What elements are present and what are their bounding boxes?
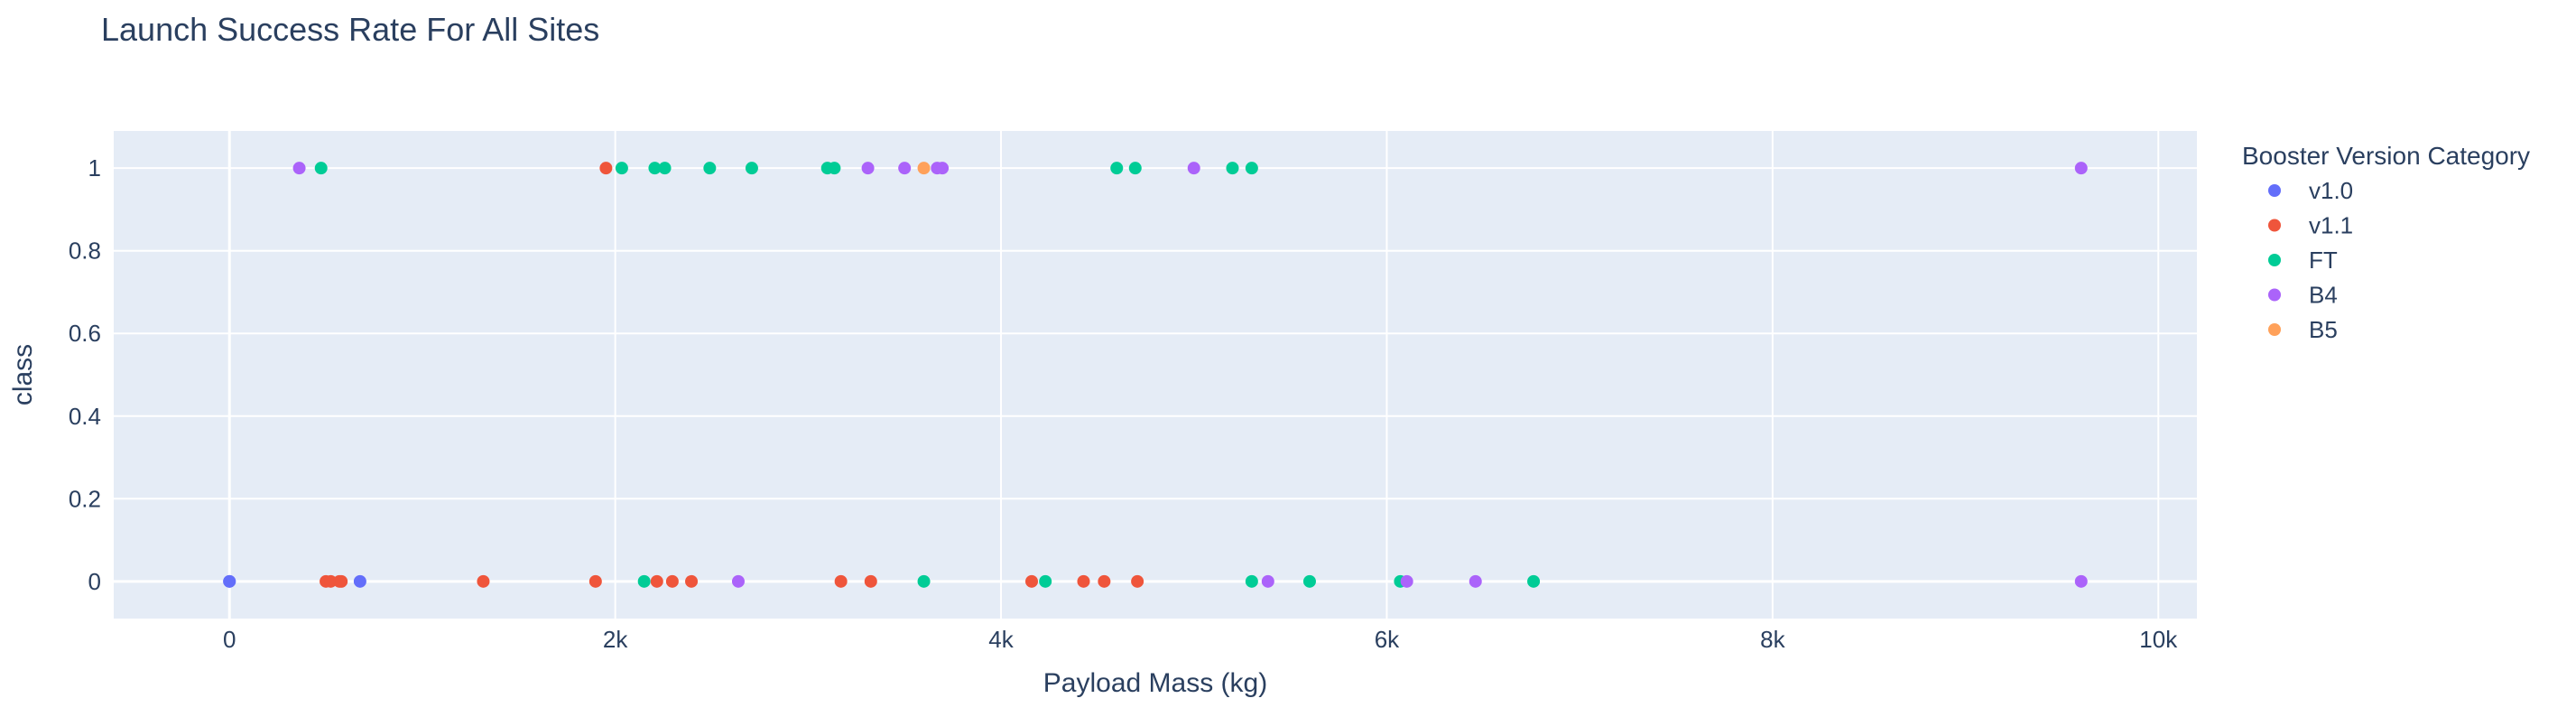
point-ft xyxy=(637,574,651,588)
point-b4 xyxy=(1187,162,1200,175)
x-tick-label: 0 xyxy=(223,626,236,653)
point-ft xyxy=(917,574,931,588)
point-ft xyxy=(828,162,841,175)
point-v1-1 xyxy=(477,574,490,588)
point-ft xyxy=(314,162,328,175)
axis-ticks: 0 2k 4k 6k 8k 10k 0 0.2 0.4 0.6 0.8 1 xyxy=(69,154,2178,653)
point-ft xyxy=(1245,574,1258,588)
point-v1-1 xyxy=(335,574,348,588)
y-tick-label: 1 xyxy=(88,154,101,182)
y-tick-label: 0 xyxy=(88,568,101,595)
legend-item-v1-0[interactable]: v1.0 xyxy=(2268,177,2353,204)
y-tick-label: 0.4 xyxy=(69,403,101,430)
legend-marker xyxy=(2268,254,2281,266)
point-v1-1 xyxy=(1098,574,1111,588)
legend-label: v1.0 xyxy=(2309,177,2353,204)
point-ft xyxy=(1302,574,1316,588)
legend: Booster Version Category v1.0 v1.1 FT B4 B5 xyxy=(2242,142,2530,343)
plot-area xyxy=(114,131,2197,619)
chart-title: Launch Success Rate For All Sites xyxy=(101,11,599,48)
legend-marker xyxy=(2268,323,2281,336)
legend-item-b4[interactable]: B4 xyxy=(2268,282,2338,309)
point-ft xyxy=(1039,574,1052,588)
point-b4 xyxy=(861,162,875,175)
point-v1-1 xyxy=(324,574,338,588)
point-b4 xyxy=(898,162,912,175)
legend-marker xyxy=(2268,288,2281,302)
point-b4 xyxy=(1469,574,1482,588)
point-b4 xyxy=(2074,162,2088,175)
x-tick-label: 10k xyxy=(2139,626,2178,653)
point-ft xyxy=(1128,162,1142,175)
point-b4 xyxy=(731,574,745,588)
legend-label: B5 xyxy=(2309,316,2338,343)
point-ft xyxy=(615,162,628,175)
point-ft xyxy=(1527,574,1541,588)
point-b4 xyxy=(292,162,306,175)
legend-item-ft[interactable]: FT xyxy=(2268,247,2338,274)
point-b4 xyxy=(936,162,950,175)
x-tick-label: 6k xyxy=(1375,626,1400,653)
point-ft xyxy=(658,162,672,175)
point-b4 xyxy=(1400,574,1413,588)
y-tick-label: 0.6 xyxy=(69,320,101,347)
legend-item-b5[interactable]: B5 xyxy=(2268,316,2338,343)
y-axis-title: class xyxy=(8,344,38,405)
point-v1-1 xyxy=(685,574,699,588)
grid xyxy=(114,131,2197,619)
legend-marker xyxy=(2268,219,2281,232)
x-tick-label: 2k xyxy=(603,626,628,653)
legend-label: B4 xyxy=(2309,282,2338,309)
x-tick-label: 8k xyxy=(1760,626,1785,653)
point-b4 xyxy=(1261,574,1274,588)
point-ft xyxy=(703,162,717,175)
point-v1-1 xyxy=(834,574,848,588)
point-v1-1 xyxy=(650,574,663,588)
point-v1-1 xyxy=(864,574,877,588)
point-ft xyxy=(745,162,758,175)
legend-marker xyxy=(2268,184,2281,197)
legend-title: Booster Version Category xyxy=(2242,142,2530,170)
point-v1-1 xyxy=(1131,574,1144,588)
x-axis-title: Payload Mass (kg) xyxy=(1043,668,1267,698)
point-v1-1 xyxy=(1025,574,1039,588)
point-ft xyxy=(1245,162,1258,175)
point-ft xyxy=(1226,162,1239,175)
legend-label: v1.1 xyxy=(2309,212,2353,239)
point-v1-1 xyxy=(1077,574,1090,588)
point-v1-0 xyxy=(353,574,366,588)
point-ft xyxy=(648,162,662,175)
point-v1-0 xyxy=(223,574,236,588)
point-b4 xyxy=(2074,574,2088,588)
y-tick-label: 0.8 xyxy=(69,237,101,265)
scatter-points xyxy=(223,162,2088,588)
y-tick-label: 0.2 xyxy=(69,485,101,512)
x-tick-label: 4k xyxy=(988,626,1014,653)
point-v1-1 xyxy=(588,574,602,588)
point-v1-1 xyxy=(599,162,613,175)
legend-item-v1-1[interactable]: v1.1 xyxy=(2268,212,2353,239)
legend-label: FT xyxy=(2309,247,2338,274)
point-b5 xyxy=(917,162,931,175)
point-ft xyxy=(1110,162,1124,175)
point-v1-1 xyxy=(665,574,679,588)
